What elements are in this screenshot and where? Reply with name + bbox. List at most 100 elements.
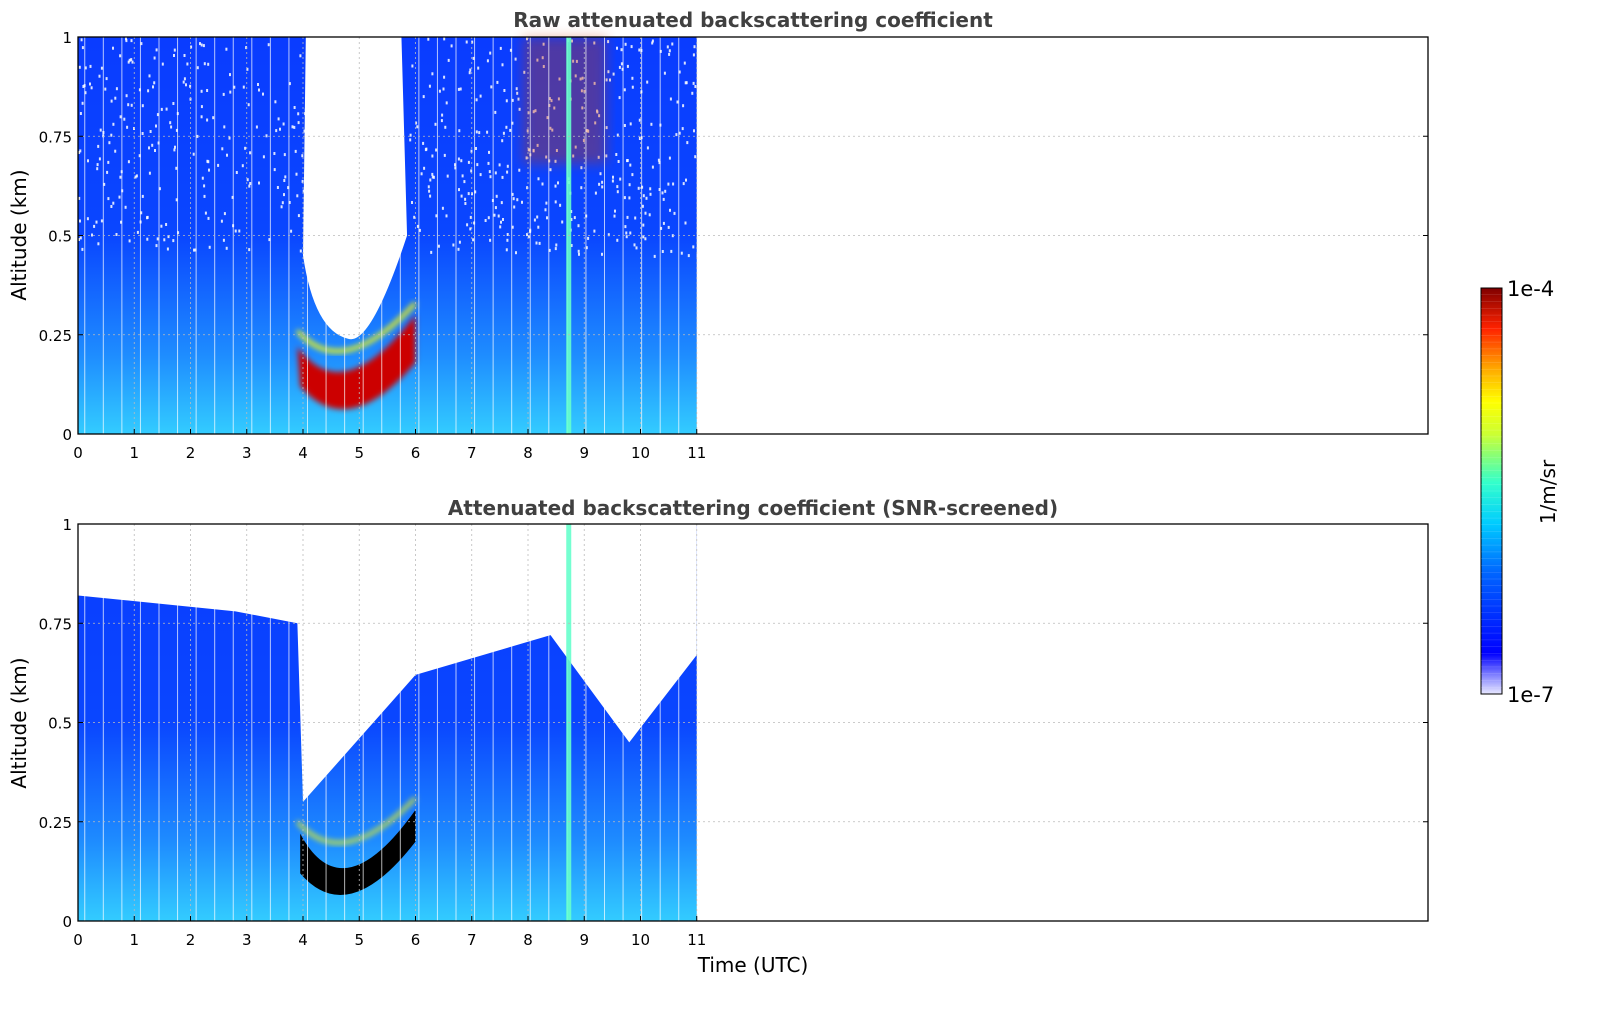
noise-speck [559, 203, 562, 207]
noise-speck [651, 165, 654, 169]
noise-speck [461, 174, 464, 178]
noise-speck [279, 127, 281, 131]
noise-speck [440, 119, 443, 123]
noise-speck [123, 117, 126, 121]
noise-speck [669, 97, 672, 101]
noise-speck [611, 179, 614, 183]
noise-speck [470, 149, 473, 153]
noise-speck [536, 215, 539, 219]
noise-speck [257, 83, 259, 86]
noise-speck [91, 233, 93, 237]
noise-speck [118, 195, 121, 199]
noise-speck [146, 216, 148, 220]
noise-speck [267, 43, 270, 47]
noise-speck [189, 84, 192, 88]
x-tick-label: 10 [631, 444, 650, 462]
noise-speck [682, 104, 685, 108]
noise-speck [544, 208, 547, 212]
noise-speck [248, 248, 251, 252]
noise-speck [469, 68, 472, 72]
noise-speck [561, 220, 564, 224]
noise-speck [452, 243, 455, 247]
noise-speck [425, 147, 428, 151]
noise-speck [194, 248, 197, 252]
noise-speck [500, 220, 502, 224]
noise-speck [235, 171, 238, 174]
noise-speck [183, 54, 186, 57]
noise-speck [79, 149, 82, 153]
noise-speck [222, 92, 225, 96]
noise-speck [297, 121, 300, 125]
noise-speck [472, 56, 475, 60]
noise-speck [275, 129, 278, 133]
noise-speck [685, 81, 688, 85]
panel-raw-y-ticks: 0 0.25 0.5 0.75 1 [39, 29, 1428, 444]
x-tick-label: 0 [73, 931, 83, 949]
noise-speck [601, 185, 604, 189]
noise-speck [100, 219, 103, 223]
noise-speck [299, 249, 302, 253]
noise-speck [140, 211, 143, 215]
x-tick-label: 6 [411, 444, 421, 462]
noise-speck [641, 204, 644, 208]
x-tick-label: 9 [579, 931, 589, 949]
noise-speck [141, 104, 144, 108]
noise-speck [537, 225, 540, 229]
colorbar-steps [1481, 294, 1502, 688]
noise-speck [173, 48, 176, 52]
noise-speck [668, 49, 671, 53]
elevated-aerosol [522, 37, 607, 165]
x-tick-label: 2 [186, 444, 196, 462]
noise-speck [203, 184, 206, 188]
noise-speck [106, 170, 109, 174]
noise-speck [293, 125, 296, 129]
noise-speck [469, 227, 472, 231]
noise-speck [468, 71, 471, 75]
noise-speck [153, 81, 156, 85]
fog-edge [296, 796, 417, 845]
noise-speck [444, 125, 447, 129]
noise-speck [229, 90, 232, 94]
noise-speck [196, 134, 199, 138]
x-tick-label: 6 [411, 931, 421, 949]
noise-speck [638, 118, 641, 122]
noise-speck [177, 231, 180, 235]
x-tick-label: 0 [73, 444, 83, 462]
noise-speck [692, 245, 695, 249]
noise-speck [84, 91, 87, 95]
x-tick-label: 8 [523, 444, 533, 462]
noise-speck [623, 88, 626, 92]
noise-speck [445, 214, 448, 218]
noise-speck [661, 250, 664, 253]
noise-speck [249, 182, 252, 185]
noise-speck [501, 139, 504, 143]
noise-speck [110, 99, 113, 103]
noise-speck [631, 173, 634, 177]
noise-speck [130, 39, 133, 43]
noise-speck [580, 166, 583, 170]
noise-speck [147, 89, 150, 93]
noise-speck [128, 239, 131, 243]
noise-speck [454, 166, 457, 170]
noise-speck [427, 185, 430, 189]
noise-speck [533, 218, 536, 222]
noise-speck [681, 127, 684, 131]
noise-speck [660, 226, 663, 230]
noise-speck [131, 60, 134, 64]
noise-speck [223, 212, 226, 216]
noise-speck [183, 77, 186, 81]
noise-speck [499, 225, 502, 229]
y-tick-label: 1 [62, 29, 72, 47]
noise-speck [112, 122, 115, 126]
noise-speck [672, 182, 675, 186]
noise-speck [493, 213, 496, 217]
noise-speck [505, 248, 508, 252]
noise-speck [694, 155, 697, 159]
noise-speck [411, 64, 414, 68]
noise-speck [185, 83, 187, 87]
noise-speck [248, 184, 251, 188]
noise-speck [303, 129, 306, 133]
noise-speck [502, 131, 505, 135]
noise-speck [432, 175, 435, 179]
noise-speck [494, 206, 497, 210]
